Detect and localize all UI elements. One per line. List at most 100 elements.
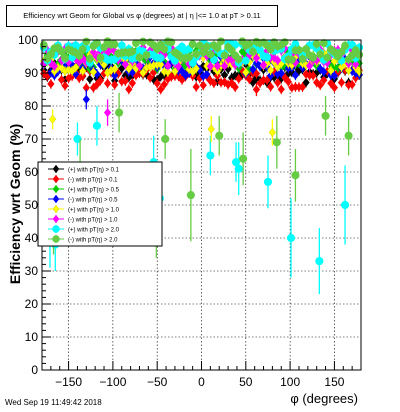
data-point-marker	[231, 82, 239, 92]
data-point-marker	[315, 257, 324, 266]
data-point-marker	[266, 45, 275, 54]
data-point-marker	[157, 59, 165, 70]
data-point-marker	[157, 84, 165, 94]
y-tick-label: 80	[25, 99, 39, 113]
data-point-marker	[287, 55, 296, 64]
legend-label: (+) with pT(η) > 0.5	[68, 188, 120, 194]
data-point-marker	[203, 69, 211, 79]
data-point-marker	[82, 94, 90, 105]
data-point-marker	[277, 84, 285, 94]
data-point-marker	[330, 83, 339, 93]
data-point-marker	[52, 225, 60, 233]
data-point-marker	[121, 59, 129, 70]
y-tick-label: 100	[18, 33, 38, 47]
chart-title: Efficiency wrt Geom for Global vs φ (deg…	[23, 11, 261, 20]
data-point-marker	[206, 151, 215, 160]
x-tick-label: 150	[324, 375, 344, 389]
data-point-marker	[156, 54, 165, 62]
y-tick-label: 40	[25, 231, 39, 245]
data-point-marker	[93, 39, 101, 47]
data-point-marker	[114, 68, 122, 79]
data-point-marker	[316, 80, 324, 90]
data-point-marker	[52, 174, 60, 184]
data-point-marker	[323, 53, 332, 62]
data-point-marker	[52, 235, 60, 243]
data-point-marker	[117, 41, 126, 50]
data-point-marker	[242, 67, 250, 77]
data-point-marker	[272, 138, 281, 147]
data-point-marker	[213, 66, 222, 76]
data-point-marker	[52, 204, 60, 214]
data-point-marker	[110, 64, 119, 74]
data-point-marker	[266, 82, 275, 92]
legend-label: (-) with pT(η) > 2.0	[68, 238, 118, 244]
data-point-marker	[234, 164, 243, 173]
data-point-marker	[89, 47, 98, 57]
data-point-marker	[213, 44, 222, 52]
data-point-marker	[277, 68, 285, 78]
data-point-marker	[320, 75, 328, 85]
data-point-marker	[305, 61, 314, 71]
data-point-marker	[206, 50, 215, 59]
y-tick-label: 60	[25, 165, 39, 179]
data-point-marker	[344, 65, 353, 75]
data-point-marker	[284, 77, 293, 87]
legend-label: (-) with pT(η) > 0.1	[68, 178, 118, 184]
data-point-marker	[321, 111, 330, 120]
data-point-marker	[252, 58, 261, 68]
y-tick-label: 0	[31, 363, 38, 377]
data-point-marker	[78, 45, 87, 54]
data-point-marker	[309, 70, 317, 81]
data-point-marker	[39, 41, 48, 49]
data-point-marker	[286, 233, 296, 243]
data-point-marker	[128, 47, 137, 56]
y-tick-label: 20	[25, 297, 39, 311]
data-point-marker	[146, 73, 154, 83]
y-tick-label: 90	[25, 66, 39, 80]
data-point-marker	[210, 78, 218, 88]
data-point-marker	[178, 42, 186, 51]
data-point-marker	[259, 60, 268, 70]
data-point-marker	[188, 59, 197, 67]
data-point-marker	[110, 80, 119, 90]
data-point-marker	[61, 81, 69, 91]
data-point-marker	[302, 77, 310, 88]
data-point-marker	[337, 48, 346, 56]
data-point-marker	[164, 67, 172, 77]
legend-label: (+) with pT(η) > 2.0	[68, 228, 120, 234]
y-tick-label: 30	[25, 264, 39, 278]
data-point-marker	[302, 45, 310, 53]
data-point-marker	[298, 82, 307, 92]
data-point-marker	[327, 65, 335, 76]
data-point-marker	[207, 124, 215, 134]
data-point-marker	[52, 194, 60, 204]
y-tick-label: 70	[25, 132, 39, 146]
data-point-marker	[85, 54, 94, 63]
data-point-marker	[135, 61, 144, 71]
data-point-marker	[174, 71, 183, 81]
data-point-marker	[57, 75, 66, 85]
data-point-marker	[274, 78, 282, 88]
data-point-marker	[125, 84, 133, 94]
data-point-marker	[153, 78, 161, 89]
legend: (+) with pT(η) > 0.1 (-) with pT(η) > 0.1…	[37, 161, 163, 247]
data-point-marker	[352, 59, 360, 69]
x-axis-label: φ (degrees)	[290, 391, 358, 406]
data-point-marker	[171, 66, 179, 76]
data-point-marker	[57, 47, 66, 56]
data-point-marker	[47, 79, 55, 89]
data-point-marker	[268, 127, 277, 138]
data-point-marker	[61, 54, 69, 62]
data-point-marker	[167, 38, 176, 47]
data-point-marker	[291, 70, 300, 80]
data-point-marker	[52, 184, 60, 194]
data-point-marker	[100, 43, 108, 52]
data-point-marker	[52, 214, 60, 224]
data-point-marker	[220, 77, 229, 87]
data-point-marker	[241, 56, 250, 65]
data-point-marker	[110, 70, 119, 81]
data-point-marker	[132, 39, 140, 48]
data-point-marker	[86, 74, 94, 84]
data-point-marker	[139, 37, 147, 46]
